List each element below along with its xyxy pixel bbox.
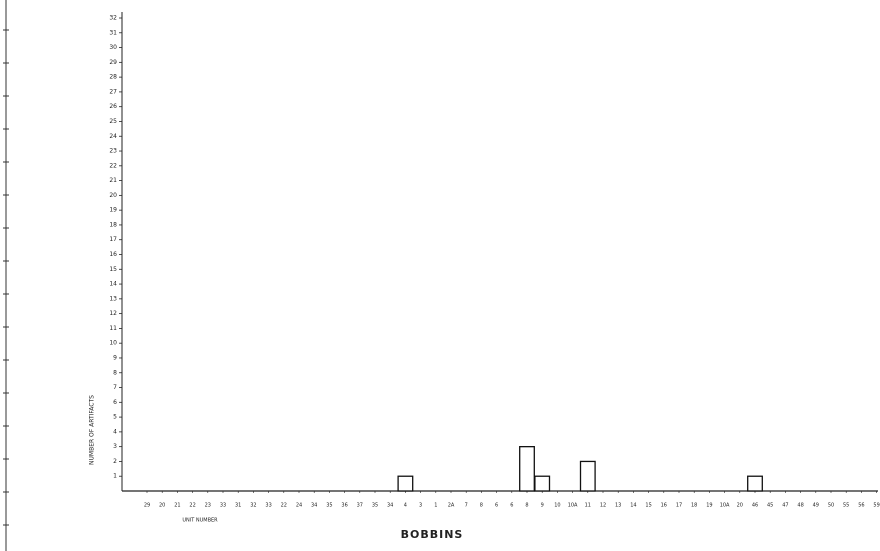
x-tick-label: 23 [205,503,211,509]
bar [579,460,596,492]
y-tick-label: 22 [109,162,117,169]
x-tick-label: 55 [843,503,849,509]
y-tick-label: 11 [109,325,117,332]
y-tick-label: 20 [109,192,117,199]
y-tick-label: 3 [113,443,117,450]
x-tick-label: 18 [691,503,697,509]
x-tick-label: 56 [858,503,864,509]
y-tick-label: 5 [113,414,117,421]
x-tick-label: 33 [265,503,271,509]
x-tick-label: 47 [782,503,788,509]
y-tick-label: 32 [109,15,117,22]
bar [397,475,414,492]
x-tick-label: 33 [220,503,226,509]
y-tick-label: 28 [109,74,117,81]
bar [747,475,763,492]
x-tick-label: 37 [357,503,363,509]
x-tick-label: 13 [615,503,621,509]
x-tick-label: 9 [541,503,544,509]
x-tick-label: 34 [311,503,317,509]
x-tick-label: 7 [465,503,468,509]
y-tick-label: 7 [113,384,117,391]
y-tick-label: 15 [109,266,117,273]
x-tick-label: 12 [600,503,606,509]
y-tick-label: 4 [113,428,117,435]
x-tick-label: 59 [873,503,879,509]
x-tick-label: 6 [510,503,513,509]
y-tick-label: 21 [109,177,117,184]
x-tick-label: 20 [737,503,743,509]
y-axis-label: NUMBER OF ARTIFACTS [89,395,96,465]
y-tick-label: 8 [113,369,117,376]
x-tick-label: 10A [720,503,730,509]
y-tick-label: 18 [109,221,117,228]
x-tick-label: 35 [326,503,332,509]
y-tick-label: 13 [109,295,117,302]
x-tick-label: 22 [281,503,287,509]
y-tick-label: 24 [109,133,117,140]
x-tick-label: 2A [448,503,455,509]
x-tick-label: 24 [296,503,302,509]
x-tick-label: 45 [767,503,773,509]
x-tick-label: 50 [828,503,834,509]
y-tick-label: 19 [109,207,117,214]
x-axis-sublabel: UNIT NUMBER [182,518,218,524]
x-tick-label: 8 [525,503,528,509]
x-tick-label: 32 [250,503,256,509]
y-tick-label: 17 [109,236,117,243]
x-tick-label: 17 [676,503,682,509]
y-tick-label: 6 [113,399,117,406]
x-tick-label: 6 [495,503,498,509]
x-tick-label: 10 [554,503,560,509]
y-tick-label: 2 [113,458,117,465]
x-tick-label: 31 [235,503,241,509]
x-tick-label: 21 [174,503,180,509]
x-tick-label: 16 [661,503,667,509]
y-tick-label: 23 [109,148,117,155]
x-tick-label: 49 [813,503,819,509]
x-tick-label: 22 [189,503,195,509]
x-tick-label: 4 [404,503,407,509]
x-tick-label: 29 [144,503,150,509]
x-tick-label: 34 [387,503,393,509]
y-tick-label: 10 [109,340,117,347]
x-tick-label: 8 [480,503,483,509]
left-ruler [3,0,9,551]
x-tick-label: 19 [706,503,712,509]
x-tick-label: 3 [419,503,422,509]
bar [534,475,551,492]
y-tick-label: 16 [109,251,117,258]
x-tick-label: 14 [630,503,636,509]
x-tick-label: 48 [797,503,803,509]
x-tick-label: 1 [434,503,437,509]
y-tick-label: 12 [109,310,117,317]
y-tick-label: 1 [113,473,117,480]
x-tick-label: 20 [159,503,165,509]
y-tick-label: 27 [109,88,117,95]
y-tick-label: 26 [109,103,117,110]
x-tick-label: 35 [372,503,378,509]
x-tick-label: 11 [585,503,591,509]
bar [519,446,535,492]
x-tick-label: 15 [645,503,651,509]
y-tick-label: 30 [109,44,117,51]
x-tick-label: 10A [568,503,578,509]
y-tick-label: 14 [109,281,117,288]
x-tick-label: 36 [341,503,347,509]
y-tick-label: 31 [109,29,117,36]
y-tick-label: 25 [109,118,117,125]
y-tick-label: 9 [113,354,117,361]
y-tick-label: 29 [109,59,117,66]
x-axis-label: BOBBINS [401,528,464,541]
x-tick-label: 46 [752,503,758,509]
